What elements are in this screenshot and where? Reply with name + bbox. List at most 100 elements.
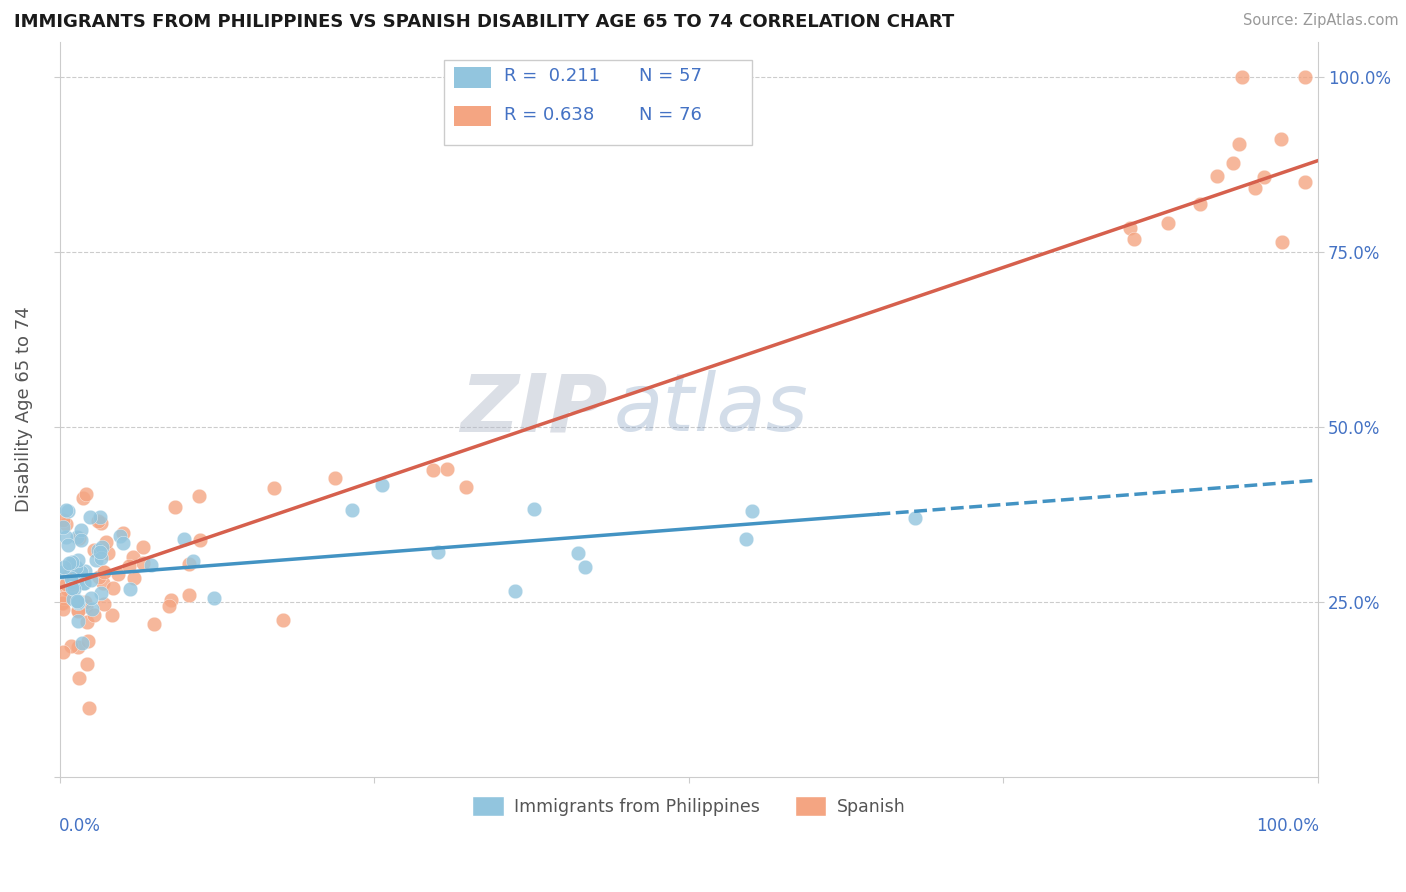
Point — [1244, 180, 1267, 194]
Point — [52, 591, 75, 606]
Point — [118, 559, 141, 574]
Point — [60, 571, 83, 585]
Point — [1189, 197, 1212, 211]
Point — [157, 599, 180, 614]
Point — [342, 502, 364, 516]
Text: IMMIGRANTS FROM PHILIPPINES VS SPANISH DISABILITY AGE 65 TO 74 CORRELATION CHART: IMMIGRANTS FROM PHILIPPINES VS SPANISH D… — [14, 13, 955, 31]
Point — [122, 550, 145, 565]
Point — [112, 535, 135, 549]
Point — [66, 594, 89, 608]
Point — [65, 575, 87, 590]
Point — [52, 560, 75, 574]
Point — [52, 520, 75, 534]
Point — [60, 574, 83, 589]
Point — [73, 575, 96, 590]
Point — [66, 593, 89, 607]
Point — [76, 615, 98, 629]
Point — [86, 543, 108, 558]
Point — [1253, 169, 1275, 184]
Point — [80, 601, 103, 615]
Point — [58, 556, 80, 570]
Point — [89, 545, 111, 559]
Point — [90, 516, 112, 531]
Point — [75, 564, 97, 578]
Point — [1123, 232, 1146, 246]
Point — [139, 558, 162, 572]
Point — [55, 530, 77, 544]
Point — [142, 617, 165, 632]
Point — [60, 577, 83, 591]
Point — [90, 550, 112, 565]
Point — [188, 533, 211, 547]
Point — [202, 591, 225, 606]
Point — [90, 586, 112, 600]
Point — [72, 491, 94, 505]
Point — [51, 565, 73, 579]
Point — [323, 471, 346, 485]
Point — [73, 575, 96, 590]
Point — [93, 597, 115, 611]
Point — [51, 596, 73, 610]
Point — [59, 562, 82, 576]
Point — [87, 570, 110, 584]
Point — [56, 574, 79, 588]
Text: atlas: atlas — [613, 370, 808, 448]
Point — [567, 546, 589, 560]
Text: Source: ZipAtlas.com: Source: ZipAtlas.com — [1243, 13, 1399, 29]
Point — [503, 583, 526, 598]
Point — [66, 552, 89, 566]
Point — [55, 577, 77, 591]
Point — [56, 582, 79, 596]
Point — [59, 586, 82, 600]
Point — [80, 573, 103, 587]
Text: N = 76: N = 76 — [638, 105, 702, 123]
Point — [422, 463, 444, 477]
Legend: Immigrants from Philippines, Spanish: Immigrants from Philippines, Spanish — [465, 789, 912, 823]
Point — [574, 560, 596, 574]
FancyBboxPatch shape — [444, 60, 752, 145]
Point — [69, 533, 91, 547]
Point — [271, 613, 294, 627]
Point — [160, 592, 183, 607]
Point — [58, 538, 80, 552]
Point — [904, 510, 927, 524]
Point — [75, 599, 97, 613]
Point — [735, 532, 758, 546]
Point — [55, 516, 77, 531]
Point — [179, 588, 201, 602]
Point — [187, 489, 209, 503]
Point — [1294, 70, 1316, 84]
Point — [456, 480, 478, 494]
Point — [66, 640, 89, 655]
Point — [60, 640, 83, 654]
Point — [67, 603, 90, 617]
Text: R = 0.638: R = 0.638 — [503, 105, 595, 123]
Point — [52, 602, 75, 616]
Point — [91, 576, 114, 591]
Point — [56, 504, 79, 518]
Point — [70, 523, 93, 537]
Y-axis label: Disability Age 65 to 74: Disability Age 65 to 74 — [15, 306, 32, 512]
Point — [263, 481, 285, 495]
FancyBboxPatch shape — [454, 68, 492, 88]
Point — [101, 581, 124, 595]
Point — [1227, 137, 1250, 152]
Text: ZIP: ZIP — [460, 370, 607, 448]
Point — [101, 607, 124, 622]
Point — [1270, 132, 1292, 146]
Point — [62, 592, 84, 607]
Point — [63, 582, 86, 597]
Point — [436, 462, 458, 476]
Point — [120, 582, 142, 597]
Point — [91, 540, 114, 554]
Point — [66, 595, 89, 609]
Point — [76, 657, 98, 672]
Point — [1119, 221, 1142, 235]
Point — [52, 645, 75, 659]
Point — [60, 582, 83, 596]
Point — [1271, 235, 1294, 250]
Point — [52, 513, 75, 527]
Point — [83, 607, 105, 622]
Point — [58, 568, 80, 582]
Point — [86, 514, 108, 528]
